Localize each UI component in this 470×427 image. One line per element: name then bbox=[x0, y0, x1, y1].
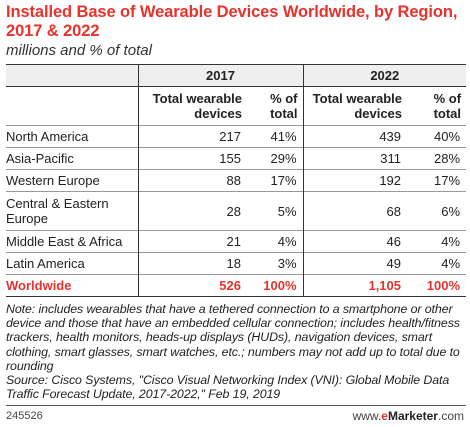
report-subtitle: millions and % of total bbox=[6, 42, 152, 59]
pct-2022: 40% bbox=[407, 125, 467, 148]
pct-2022: 6% bbox=[407, 191, 467, 231]
value-2017: 217 bbox=[137, 125, 247, 148]
pct-2022: 28% bbox=[407, 147, 467, 170]
report-card: Installed Base of Wearable Devices World… bbox=[6, 3, 467, 401]
footer-bar: 245526 www.eMarketer.com bbox=[6, 405, 466, 424]
col-header-total-2017: Total wearable devices bbox=[137, 86, 247, 126]
value-2017: 88 bbox=[137, 169, 247, 192]
table-row: Central & Eastern Europe 28 5% 68 6% bbox=[6, 191, 467, 231]
footnote: Note: includes wearables that have a tet… bbox=[6, 302, 466, 401]
brand-logo: www.eMarketer.com bbox=[353, 409, 464, 423]
region-header-blank bbox=[6, 86, 138, 126]
value-2017: 28 bbox=[137, 191, 247, 231]
value-2017: 21 bbox=[137, 230, 247, 253]
table-row: Western Europe 88 17% 192 17% bbox=[6, 169, 467, 192]
pct-2022: 4% bbox=[407, 230, 467, 253]
chart-id: 245526 bbox=[6, 410, 43, 422]
pct-2017: 3% bbox=[247, 252, 304, 275]
table-row: Latin America 18 3% 49 4% bbox=[6, 252, 467, 275]
data-table: 2017 2022 Total wearable devices % of to… bbox=[6, 64, 467, 297]
value-2022: 311 bbox=[302, 147, 408, 170]
note-text: Note: includes wearables that have a tet… bbox=[6, 302, 460, 373]
header-blank-cell bbox=[6, 64, 138, 87]
brand-suffix: .com bbox=[437, 409, 464, 423]
pct-2022: 4% bbox=[407, 252, 467, 275]
brand-prefix: www. bbox=[352, 409, 382, 423]
pct-2017: 29% bbox=[247, 147, 304, 170]
value-2022: 439 bbox=[302, 125, 408, 148]
table-row: Middle East & Africa 21 4% 46 4% bbox=[6, 230, 467, 253]
total-row: Worldwide 526 100% 1,105 100% bbox=[6, 274, 467, 297]
pct-2017: 17% bbox=[247, 169, 304, 192]
region-name: Latin America bbox=[6, 252, 138, 275]
value-2022: 192 bbox=[302, 169, 408, 192]
col-header-pct-2017: % of total bbox=[247, 86, 304, 126]
region-name: Western Europe bbox=[6, 169, 138, 192]
region-name: Middle East & Africa bbox=[6, 230, 138, 253]
table-row: Asia-Pacific 155 29% 311 28% bbox=[6, 147, 467, 170]
column-header-row: Total wearable devices % of total Total … bbox=[6, 86, 467, 126]
value-2022: 68 bbox=[302, 191, 408, 231]
total-label: Worldwide bbox=[6, 274, 138, 297]
region-name: Central & Eastern Europe bbox=[6, 191, 138, 231]
col-header-pct-2022: % of total bbox=[407, 86, 467, 126]
value-2017: 155 bbox=[137, 147, 247, 170]
total-pct-2017: 100% bbox=[247, 274, 304, 297]
year-header-row: 2017 2022 bbox=[6, 64, 467, 87]
col-header-total-2022: Total wearable devices bbox=[302, 86, 408, 126]
brand-e: e bbox=[381, 409, 388, 423]
value-2022: 49 bbox=[302, 252, 408, 275]
report-title: Installed Base of Wearable Devices World… bbox=[6, 3, 458, 40]
brand-name: Marketer bbox=[387, 409, 438, 423]
total-pct-2022: 100% bbox=[407, 274, 467, 297]
pct-2017: 41% bbox=[247, 125, 304, 148]
total-value-2017: 526 bbox=[137, 274, 247, 297]
region-name: North America bbox=[6, 125, 138, 148]
year-header-2017: 2017 bbox=[137, 64, 304, 87]
value-2017: 18 bbox=[137, 252, 247, 275]
pct-2017: 5% bbox=[247, 191, 304, 231]
region-name: Asia-Pacific bbox=[6, 147, 138, 170]
total-value-2022: 1,105 bbox=[302, 274, 408, 297]
source-text: Source: Cisco Systems, "Cisco Visual Net… bbox=[6, 373, 450, 402]
year-header-2022: 2022 bbox=[302, 64, 467, 87]
pct-2017: 4% bbox=[247, 230, 304, 253]
table-row: North America 217 41% 439 40% bbox=[6, 125, 467, 148]
value-2022: 46 bbox=[302, 230, 408, 253]
pct-2022: 17% bbox=[407, 169, 467, 192]
